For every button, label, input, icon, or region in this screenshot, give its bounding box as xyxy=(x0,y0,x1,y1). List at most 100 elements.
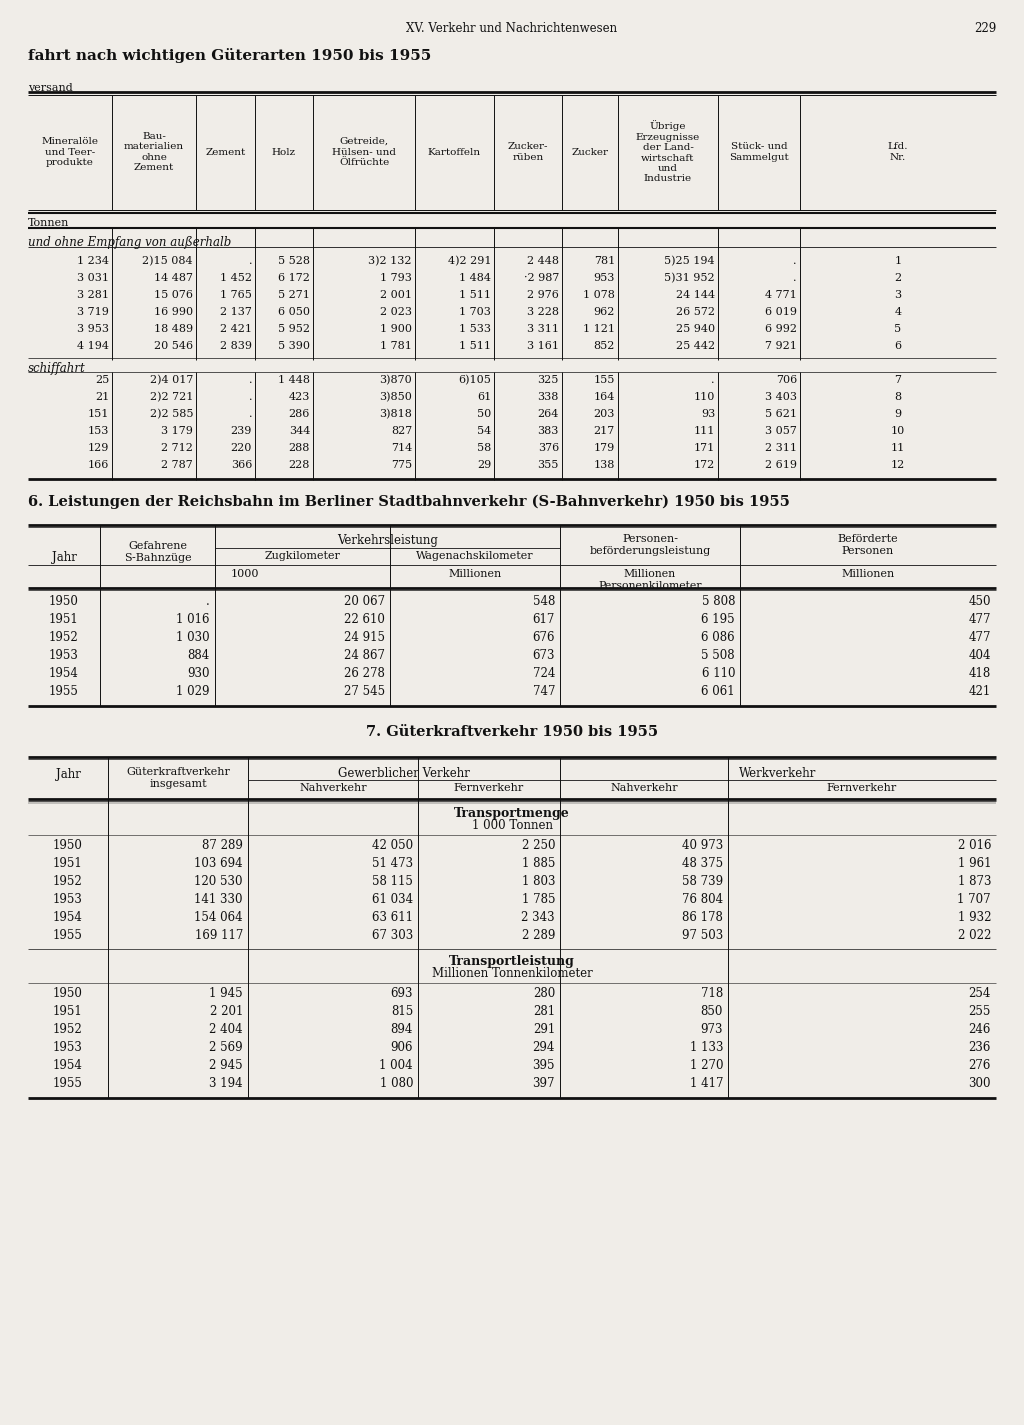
Text: 775: 775 xyxy=(391,460,412,470)
Text: 5)25 194: 5)25 194 xyxy=(665,256,715,266)
Text: 1 448: 1 448 xyxy=(278,375,310,385)
Text: 58: 58 xyxy=(477,443,490,453)
Text: 166: 166 xyxy=(88,460,109,470)
Text: 129: 129 xyxy=(88,443,109,453)
Text: 2)2 585: 2)2 585 xyxy=(150,409,193,419)
Text: 676: 676 xyxy=(532,631,555,644)
Text: Gefahrene
S-Bahnzüge: Gefahrene S-Bahnzüge xyxy=(124,542,191,563)
Text: 6)105: 6)105 xyxy=(458,375,490,385)
Text: 2 201: 2 201 xyxy=(210,1005,243,1017)
Text: 2 787: 2 787 xyxy=(161,460,193,470)
Text: Millionen Tonnenkilometer: Millionen Tonnenkilometer xyxy=(432,968,592,980)
Text: 884: 884 xyxy=(187,648,210,663)
Text: 383: 383 xyxy=(538,426,559,436)
Text: .: . xyxy=(206,596,210,608)
Text: Mineralöle
und Teer-
produkte: Mineralöle und Teer- produkte xyxy=(42,137,98,167)
Text: 6 992: 6 992 xyxy=(765,323,797,333)
Text: 294: 294 xyxy=(532,1042,555,1054)
Text: 14 487: 14 487 xyxy=(154,274,193,284)
Text: .: . xyxy=(794,274,797,284)
Text: 120 530: 120 530 xyxy=(195,875,243,888)
Text: 850: 850 xyxy=(700,1005,723,1017)
Text: XV. Verkehr und Nachrichtenwesen: XV. Verkehr und Nachrichtenwesen xyxy=(407,21,617,36)
Text: 4)2 291: 4)2 291 xyxy=(447,256,490,266)
Text: 6. Leistungen der Reichsbahn im Berliner Stadtbahnverkehr (S-Bahnverkehr) 1950 b: 6. Leistungen der Reichsbahn im Berliner… xyxy=(28,494,790,509)
Text: 724: 724 xyxy=(532,667,555,680)
Text: Übrige
Erzeugnisse
der Land-
wirtschaft
und
Industrie: Übrige Erzeugnisse der Land- wirtschaft … xyxy=(636,121,700,184)
Text: 2 023: 2 023 xyxy=(380,306,412,316)
Text: Güterkraftverkehr
insgesamt: Güterkraftverkehr insgesamt xyxy=(126,767,230,788)
Text: 2 839: 2 839 xyxy=(220,341,252,351)
Text: 25: 25 xyxy=(95,375,109,385)
Text: 1 785: 1 785 xyxy=(521,893,555,906)
Text: 376: 376 xyxy=(538,443,559,453)
Text: .: . xyxy=(249,409,252,419)
Text: 21: 21 xyxy=(95,392,109,402)
Text: 239: 239 xyxy=(230,426,252,436)
Text: 477: 477 xyxy=(969,631,991,644)
Text: .: . xyxy=(249,392,252,402)
Text: 338: 338 xyxy=(538,392,559,402)
Text: 87 289: 87 289 xyxy=(202,839,243,852)
Text: .: . xyxy=(712,375,715,385)
Text: 172: 172 xyxy=(693,460,715,470)
Text: 1954: 1954 xyxy=(53,911,83,923)
Text: 12: 12 xyxy=(891,460,905,470)
Text: 5 952: 5 952 xyxy=(278,323,310,333)
Text: 2 343: 2 343 xyxy=(521,911,555,923)
Text: 4 194: 4 194 xyxy=(77,341,109,351)
Text: .: . xyxy=(249,375,252,385)
Text: 8: 8 xyxy=(894,392,901,402)
Text: 7. Güterkraftverkehr 1950 bis 1955: 7. Güterkraftverkehr 1950 bis 1955 xyxy=(366,725,658,740)
Text: 5 508: 5 508 xyxy=(701,648,735,663)
Text: 1951: 1951 xyxy=(53,1005,83,1017)
Text: 1 703: 1 703 xyxy=(459,306,490,316)
Text: und ohne Empfang von außerhalb: und ohne Empfang von außerhalb xyxy=(28,237,231,249)
Text: 1 765: 1 765 xyxy=(220,291,252,301)
Text: 6 195: 6 195 xyxy=(701,613,735,626)
Text: Jahr: Jahr xyxy=(51,550,77,563)
Text: 61 034: 61 034 xyxy=(372,893,413,906)
Text: Zement: Zement xyxy=(206,148,246,157)
Text: 3 403: 3 403 xyxy=(765,392,797,402)
Text: 103 694: 103 694 xyxy=(195,856,243,871)
Text: 2 404: 2 404 xyxy=(209,1023,243,1036)
Text: 5)31 952: 5)31 952 xyxy=(665,274,715,284)
Text: 151: 151 xyxy=(88,409,109,419)
Text: 450: 450 xyxy=(969,596,991,608)
Text: Fernverkehr: Fernverkehr xyxy=(454,782,524,792)
Text: 906: 906 xyxy=(390,1042,413,1054)
Text: 1955: 1955 xyxy=(53,1077,83,1090)
Text: 229: 229 xyxy=(974,21,996,36)
Text: 2 250: 2 250 xyxy=(521,839,555,852)
Text: 1 270: 1 270 xyxy=(689,1059,723,1072)
Text: 1 803: 1 803 xyxy=(521,875,555,888)
Text: 50: 50 xyxy=(477,409,490,419)
Text: 97 503: 97 503 xyxy=(682,929,723,942)
Text: Zucker: Zucker xyxy=(571,148,608,157)
Text: Nahverkehr: Nahverkehr xyxy=(610,782,678,792)
Text: Wagenachskilometer: Wagenachskilometer xyxy=(416,551,534,561)
Text: 286: 286 xyxy=(289,409,310,419)
Text: 1 234: 1 234 xyxy=(77,256,109,266)
Text: Millionen: Millionen xyxy=(449,569,502,579)
Text: 962: 962 xyxy=(594,306,615,316)
Text: 953: 953 xyxy=(594,274,615,284)
Text: 4 771: 4 771 xyxy=(765,291,797,301)
Text: 288: 288 xyxy=(289,443,310,453)
Text: 3)870: 3)870 xyxy=(379,375,412,385)
Text: 3 194: 3 194 xyxy=(209,1077,243,1090)
Text: 2 001: 2 001 xyxy=(380,291,412,301)
Text: 169 117: 169 117 xyxy=(195,929,243,942)
Text: 852: 852 xyxy=(594,341,615,351)
Text: 203: 203 xyxy=(594,409,615,419)
Text: versand: versand xyxy=(28,83,73,93)
Text: 276: 276 xyxy=(969,1059,991,1072)
Text: 1 016: 1 016 xyxy=(176,613,210,626)
Text: 973: 973 xyxy=(700,1023,723,1036)
Text: 1953: 1953 xyxy=(49,648,79,663)
Text: Personen-
beförderungsleistung: Personen- beförderungsleistung xyxy=(590,534,711,556)
Text: 930: 930 xyxy=(187,667,210,680)
Text: 714: 714 xyxy=(391,443,412,453)
Text: 291: 291 xyxy=(532,1023,555,1036)
